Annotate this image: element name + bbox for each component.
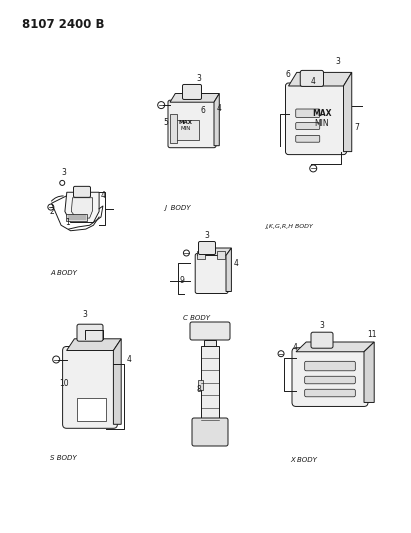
Text: 7: 7: [355, 123, 359, 132]
FancyBboxPatch shape: [74, 187, 90, 197]
Polygon shape: [72, 198, 92, 218]
Polygon shape: [197, 248, 231, 255]
Text: 3: 3: [82, 310, 87, 319]
FancyBboxPatch shape: [296, 109, 320, 117]
FancyBboxPatch shape: [62, 346, 118, 429]
FancyBboxPatch shape: [296, 135, 320, 142]
Text: 4: 4: [101, 191, 106, 200]
Text: 4: 4: [310, 77, 315, 86]
Bar: [201, 345, 219, 420]
Text: 8107 2400 B: 8107 2400 B: [22, 18, 104, 31]
Polygon shape: [170, 93, 219, 102]
Text: 3: 3: [204, 231, 209, 240]
FancyBboxPatch shape: [296, 123, 320, 130]
Text: MAX: MAX: [178, 120, 192, 125]
Text: X BODY: X BODY: [290, 457, 317, 463]
Text: J  BODY: J BODY: [164, 205, 191, 211]
Text: J,K,G,R,H BODY: J,K,G,R,H BODY: [265, 224, 313, 229]
Text: C BODY: C BODY: [183, 315, 210, 321]
Polygon shape: [296, 342, 374, 352]
Polygon shape: [65, 192, 99, 222]
Polygon shape: [113, 339, 121, 424]
Text: A BODY: A BODY: [50, 270, 77, 276]
FancyBboxPatch shape: [190, 322, 230, 340]
Text: 3: 3: [196, 74, 201, 83]
Bar: [197, 251, 205, 259]
FancyBboxPatch shape: [195, 254, 228, 294]
Polygon shape: [67, 339, 121, 351]
FancyBboxPatch shape: [286, 83, 346, 155]
Text: 11: 11: [367, 330, 377, 339]
FancyBboxPatch shape: [192, 418, 228, 446]
Bar: [77, 398, 106, 421]
Text: 1: 1: [65, 218, 69, 227]
Text: 8: 8: [196, 385, 201, 394]
Text: 9: 9: [179, 276, 184, 285]
Text: S BODY: S BODY: [50, 455, 76, 461]
Text: 6: 6: [201, 106, 206, 115]
Text: 10: 10: [59, 379, 68, 389]
FancyBboxPatch shape: [305, 361, 355, 371]
FancyBboxPatch shape: [305, 376, 355, 384]
Bar: [198, 381, 203, 390]
Polygon shape: [214, 93, 219, 146]
FancyBboxPatch shape: [182, 84, 201, 100]
Text: 4: 4: [127, 355, 131, 364]
Bar: [66, 214, 87, 221]
Text: 3: 3: [335, 58, 340, 67]
Text: 4: 4: [293, 343, 298, 352]
Bar: [217, 251, 225, 259]
Bar: [204, 340, 216, 347]
Text: MIN: MIN: [180, 126, 191, 131]
FancyBboxPatch shape: [311, 332, 333, 348]
Polygon shape: [344, 72, 352, 151]
Text: MIN: MIN: [314, 119, 329, 128]
FancyBboxPatch shape: [300, 70, 323, 86]
FancyBboxPatch shape: [77, 324, 103, 341]
Text: 6: 6: [286, 70, 291, 79]
Text: 4: 4: [216, 104, 221, 113]
Polygon shape: [226, 248, 231, 292]
FancyBboxPatch shape: [199, 241, 215, 254]
Text: 3: 3: [61, 168, 66, 177]
Polygon shape: [289, 72, 352, 86]
Text: 5: 5: [164, 118, 168, 127]
FancyBboxPatch shape: [168, 100, 216, 148]
Bar: [170, 114, 177, 143]
FancyBboxPatch shape: [305, 389, 355, 397]
Text: 2: 2: [50, 207, 54, 216]
FancyBboxPatch shape: [292, 348, 368, 407]
Text: 4: 4: [233, 259, 238, 268]
Polygon shape: [364, 342, 374, 402]
Bar: [174, 119, 199, 140]
Text: MAX: MAX: [312, 109, 331, 118]
Text: 3: 3: [320, 321, 325, 330]
